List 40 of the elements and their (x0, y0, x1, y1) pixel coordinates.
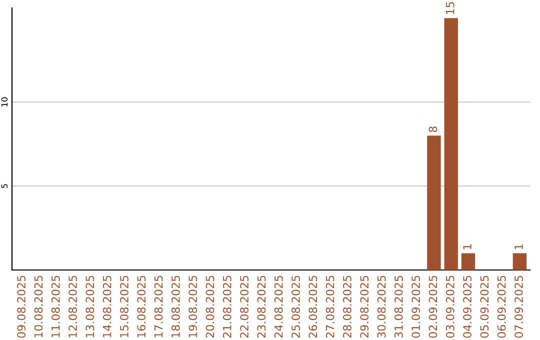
x-tick-label: 29.08.2025 (360, 276, 369, 338)
data-label: 1 (514, 244, 523, 250)
x-tick-label: 07.09.2025 (514, 276, 523, 338)
x-tick-label: 15.08.2025 (120, 276, 128, 338)
x-tick-label: 12.08.2025 (68, 276, 77, 338)
x-tick-label: 02.09.2025 (428, 276, 438, 338)
x-tick-label: 24.08.2025 (274, 276, 283, 338)
x-tick-label: 18.08.2025 (171, 276, 180, 338)
x-tick-label: 04.09.2025 (463, 276, 472, 338)
data-label: 15 (446, 2, 454, 14)
x-tick-label: 22.08.2025 (240, 276, 248, 338)
x-tick-label: 21.08.2025 (222, 276, 232, 338)
data-label: 8 (428, 126, 438, 132)
bar (512, 253, 527, 270)
x-tick-label: 31.08.2025 (394, 276, 403, 338)
x-tick-label: 20.08.2025 (206, 276, 214, 338)
y-tick-label: 5 (1, 184, 8, 188)
x-tick-label: 05.09.2025 (480, 276, 489, 338)
x-tick-label: 10.08.2025 (34, 276, 43, 338)
x-tick-label: 28.08.2025 (343, 276, 352, 338)
x-tick-label: 17.08.2025 (154, 276, 163, 338)
bar (461, 253, 476, 270)
x-tick-label: 14.08.2025 (102, 276, 112, 338)
x-tick-label: 13.08.2025 (86, 276, 94, 338)
x-tick-label: 23.08.2025 (257, 276, 266, 338)
bar (427, 136, 441, 270)
x-tick-label: 06.09.2025 (497, 276, 506, 338)
x-tick-label: 09.08.2025 (17, 276, 26, 338)
x-tick-label: 03.09.2025 (446, 276, 454, 338)
x-tick-label: 30.08.2025 (377, 276, 386, 338)
x-tick-label: 19.08.2025 (188, 276, 198, 338)
x-tick-label: 25.08.2025 (292, 276, 300, 338)
x-tick-label: 11.08.2025 (51, 276, 60, 338)
bar (444, 18, 458, 270)
x-tick-label: 26.08.2025 (308, 276, 318, 338)
x-tick-label: 01.09.2025 (412, 276, 420, 338)
y-tick-label: 10 (1, 97, 8, 106)
data-label: 1 (463, 244, 472, 250)
x-tick-label: 16.08.2025 (137, 276, 146, 338)
x-tick-label: 27.08.2025 (326, 276, 334, 338)
